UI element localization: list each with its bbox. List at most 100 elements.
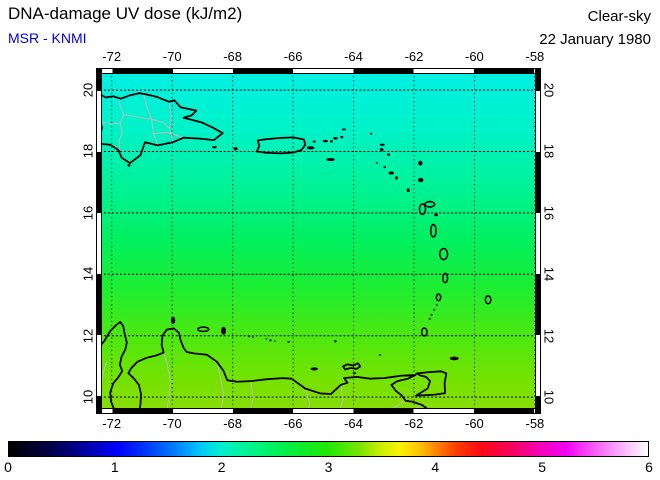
island (418, 160, 423, 166)
lon-tick-bottom--62: -62 (404, 416, 424, 431)
island (430, 313, 433, 316)
lon-tick-top--64: -64 (344, 49, 363, 64)
island (388, 171, 395, 175)
map-frame-top (96, 68, 541, 74)
lon-tick-top--68: -68 (223, 49, 242, 64)
island (274, 340, 276, 343)
coastline-puerto-rico (255, 136, 307, 155)
island (424, 200, 436, 208)
island (323, 139, 328, 143)
header-right: Clear-sky 22 January 1980 (539, 5, 651, 51)
island (379, 354, 382, 356)
island (127, 164, 131, 167)
lat-tick-left-18: 18 (80, 144, 96, 159)
colorbar-tick-5: 5 (538, 459, 547, 475)
island (306, 146, 315, 150)
lon-tick-bottom--70: -70 (162, 416, 182, 431)
islands-outlined (197, 200, 492, 337)
island (265, 338, 268, 340)
sky-condition-label: Clear-sky (587, 8, 651, 25)
island (429, 223, 437, 238)
island (170, 316, 176, 325)
island (326, 157, 335, 162)
lat-tick-left-20: 20 (80, 82, 96, 98)
island (333, 137, 338, 140)
lat-tick-left-16: 16 (80, 205, 96, 221)
lon-tick-top--72: -72 (102, 49, 122, 64)
map-frame-bottom (96, 408, 541, 414)
colorbar-tick-1: 1 (110, 459, 119, 475)
island (248, 335, 251, 338)
island (197, 326, 210, 333)
island (329, 140, 334, 143)
island (221, 326, 226, 335)
island (369, 132, 373, 135)
coastline-margarita (342, 362, 362, 371)
island (375, 161, 378, 164)
uv-dose-field (96, 68, 541, 414)
island (233, 147, 238, 151)
island (434, 213, 438, 217)
lon-tick-top--70: -70 (162, 49, 182, 64)
island (428, 317, 431, 320)
lon-tick-top--62: -62 (404, 49, 424, 64)
island (379, 143, 385, 146)
island (435, 293, 442, 302)
lat-tick-right-14: 14 (541, 266, 557, 282)
lon-tick-top--66: -66 (283, 49, 303, 64)
date-label: 22 January 1980 (539, 31, 651, 48)
lat-tick-right-12: 12 (541, 328, 557, 343)
island (435, 304, 438, 306)
colorbar-tick-6: 6 (645, 459, 653, 475)
lon-tick-top--60: -60 (464, 49, 484, 64)
island (484, 295, 492, 305)
island (312, 140, 316, 143)
islands-small (127, 128, 459, 375)
island (287, 340, 290, 343)
island (269, 339, 272, 342)
island (334, 340, 337, 343)
lon-tick-bottom--68: -68 (223, 416, 242, 431)
lon-tick-top--58: -58 (525, 49, 545, 64)
island (352, 372, 357, 375)
map-plot (96, 68, 541, 414)
lon-tick-bottom--58: -58 (525, 416, 545, 431)
island (438, 247, 449, 261)
island (441, 272, 449, 284)
island (394, 176, 399, 180)
colorbar-tick-4: 4 (431, 459, 440, 475)
island (449, 356, 459, 361)
map-frame-left (96, 68, 102, 414)
lat-tick-right-20: 20 (541, 82, 557, 98)
lat-tick-left-10: 10 (80, 389, 96, 405)
island (417, 177, 424, 183)
lon-tick-bottom--64: -64 (344, 416, 363, 431)
island (383, 166, 386, 169)
lat-tick-left-12: 12 (80, 328, 96, 343)
island (212, 146, 217, 149)
lat-tick-right-16: 16 (541, 205, 557, 221)
colorbar-tick-3: 3 (324, 459, 333, 475)
page-title: DNA-damage UV dose (kJ/m2) (8, 4, 243, 23)
lon-tick-bottom--66: -66 (283, 416, 303, 431)
island (251, 336, 254, 339)
lat-tick-left-14: 14 (80, 266, 96, 282)
lon-tick-bottom--72: -72 (102, 416, 122, 431)
lat-tick-right-10: 10 (541, 389, 557, 405)
island (420, 327, 428, 337)
island (341, 128, 347, 131)
data-source-label: MSR - KNMI (8, 30, 87, 46)
island (406, 188, 410, 193)
colorbar (8, 441, 649, 457)
island (433, 308, 436, 311)
colorbar-tick-2: 2 (217, 459, 226, 475)
island (340, 135, 344, 139)
colorbar-tick-0: 0 (4, 459, 12, 475)
island (379, 148, 384, 152)
map-frame-right (535, 68, 541, 414)
island (418, 203, 427, 216)
coastline-trinidad (415, 370, 448, 397)
lon-tick-bottom--60: -60 (464, 416, 484, 431)
island (310, 367, 318, 371)
lat-tick-right-18: 18 (541, 144, 557, 159)
